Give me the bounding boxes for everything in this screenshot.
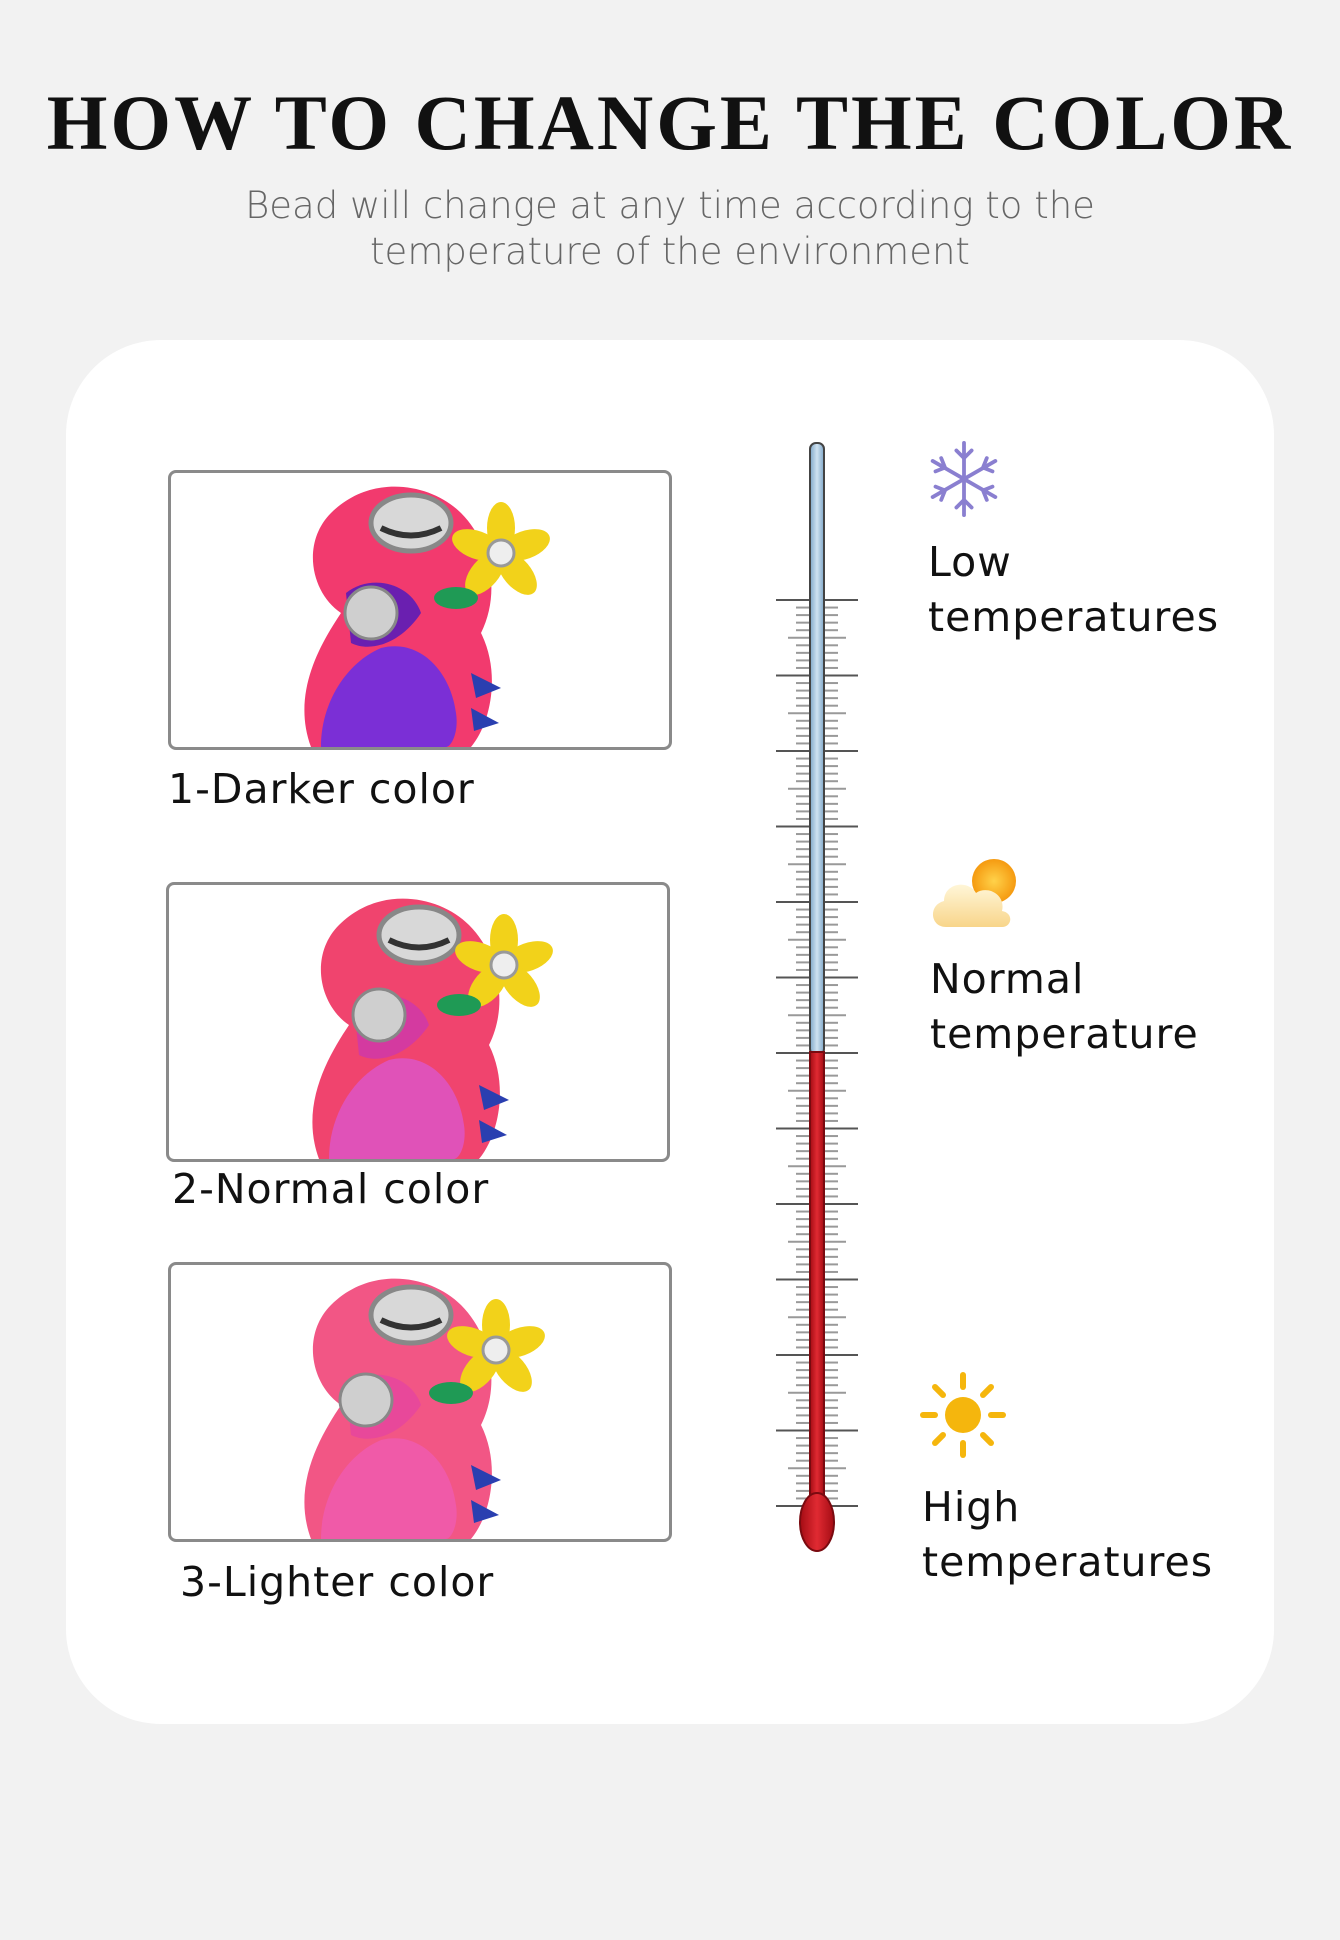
bead-caption-lighter: 3-Lighter color [180,1558,495,1606]
thermometer [776,442,858,1552]
chameleon-bead-normal [312,898,553,1159]
bead-caption-darker: 1-Darker color [168,765,475,813]
page-title: HOW TO CHANGE THE COLOR [46,79,1294,166]
page-subtitle: Bead will change at any time according t… [0,183,1340,275]
snowflake-icon [930,441,998,517]
sun-cloud-icon [932,859,1016,927]
bead-image-lighter [168,1262,672,1542]
subtitle-line-2: temperature of the environment [370,230,970,273]
bead-caption-normal: 2-Normal color [172,1165,490,1213]
chameleon-bead-darker [304,486,550,747]
content-card: 1-Darker color 2-Normal color [66,340,1274,1724]
chameleon-bead-lighter [304,1278,545,1539]
sun-icon [920,1372,1006,1458]
bead-image-normal [166,882,670,1162]
label-normal-temperature: Normal temperature [930,955,1199,1058]
label-high-temperatures: High temperatures [922,1483,1214,1586]
subtitle-line-1: Bead will change at any time according t… [245,184,1095,227]
label-low-temperatures: Low temperatures [928,538,1220,641]
bead-image-darker [168,470,672,750]
